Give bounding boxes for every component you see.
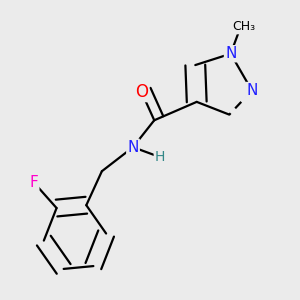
Text: H: H <box>155 150 165 164</box>
Text: CH₃: CH₃ <box>232 20 255 33</box>
Text: N: N <box>127 140 139 155</box>
Text: N: N <box>225 46 236 61</box>
Text: O: O <box>135 83 148 101</box>
Text: F: F <box>29 175 38 190</box>
Text: N: N <box>246 83 258 98</box>
